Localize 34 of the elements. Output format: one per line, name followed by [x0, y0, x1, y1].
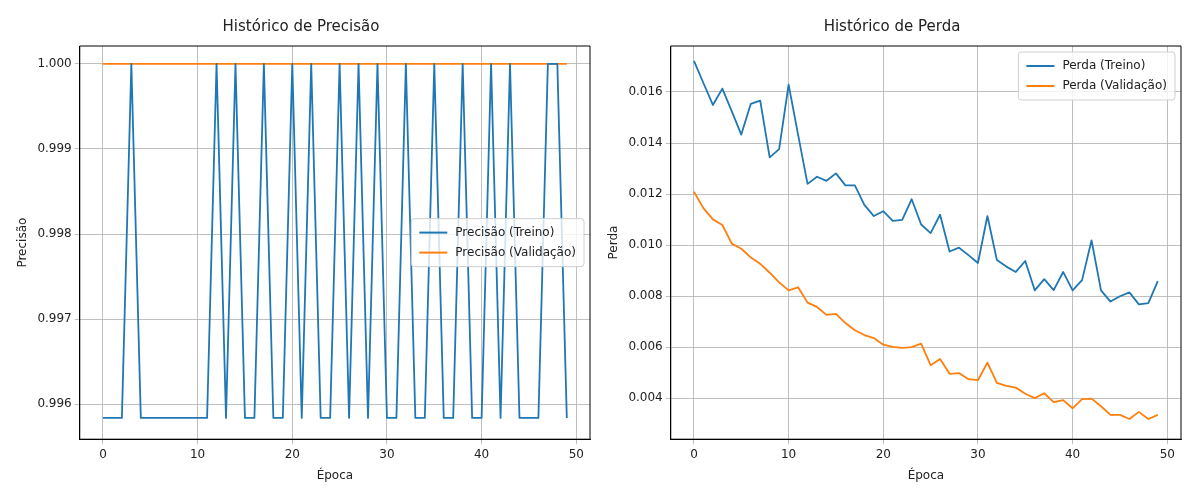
y-tick-label: 0.998	[37, 226, 72, 241]
x-tick-label: 0	[99, 446, 107, 461]
legend-label: Precisão (Validação)	[455, 244, 577, 259]
x-tick-label: 20	[875, 446, 891, 461]
x-tick-label: 40	[1064, 446, 1081, 461]
x-tick-label: 40	[473, 446, 490, 461]
y-tick-label: 0.006	[628, 339, 663, 354]
x-tick-label: 50	[1159, 446, 1175, 461]
x-tick-label: 30	[970, 446, 986, 461]
x-axis-title: Época	[907, 466, 945, 482]
chart-title: Histórico de Perda	[823, 16, 961, 35]
y-tick-label: 0.999	[37, 141, 72, 156]
y-tick-label: 0.016	[628, 84, 663, 99]
y-tick-label: 0.008	[628, 288, 663, 303]
x-tick-label: 10	[189, 446, 206, 461]
x-axis-title: Época	[316, 466, 354, 482]
x-tick-label: 30	[379, 446, 395, 461]
legend-label: Precisão (Treino)	[455, 224, 555, 239]
y-axis-title: Perda	[606, 225, 621, 260]
x-tick-label: 50	[568, 446, 584, 461]
legend-label: Perda (Treino)	[1062, 58, 1146, 73]
y-tick-label: 1.000	[37, 56, 72, 70]
x-tick-label: 10	[780, 446, 797, 461]
y-tick-label: 0.012	[628, 186, 663, 201]
chart-title: Histórico de Precisão	[222, 16, 380, 35]
y-tick-label: 0.014	[628, 135, 663, 150]
y-tick-label: 0.997	[37, 311, 72, 326]
y-tick-label: 0.010	[628, 237, 663, 252]
legend-label: Perda (Validação)	[1062, 78, 1167, 93]
y-tick-label: 0.996	[37, 396, 72, 411]
x-tick-label: 20	[284, 446, 300, 461]
y-axis-title: Precisão	[15, 217, 30, 268]
x-tick-label: 0	[690, 446, 698, 461]
y-tick-label: 0.004	[628, 390, 663, 405]
